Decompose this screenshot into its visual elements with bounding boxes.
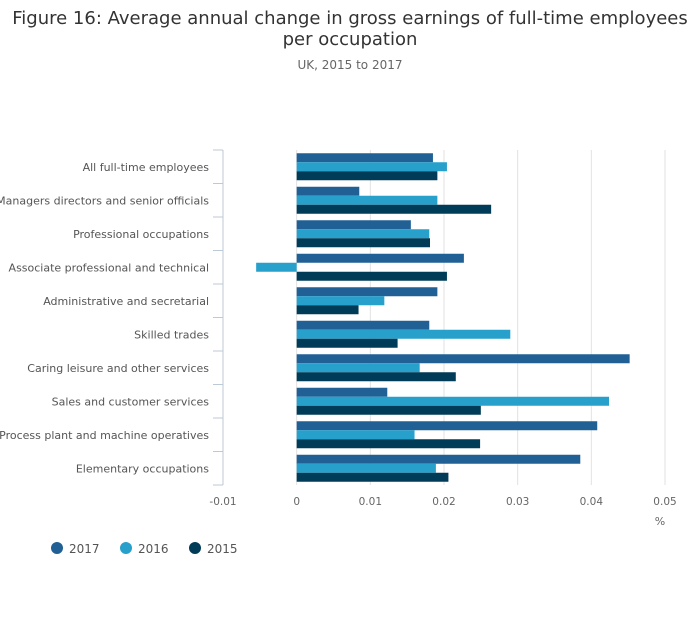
bar-2017-4 bbox=[296, 287, 438, 297]
bar-2016-9 bbox=[296, 463, 436, 473]
category-label-7: Sales and customer services bbox=[52, 395, 210, 408]
bar-2015-9 bbox=[296, 472, 449, 482]
bar-2016-6 bbox=[296, 363, 420, 373]
legend: 2017 2016 2015 bbox=[51, 542, 238, 556]
bar-2016-1 bbox=[296, 195, 438, 205]
x-tick-label-3: 0.02 bbox=[432, 496, 455, 508]
category-label-5: Skilled trades bbox=[134, 328, 209, 341]
chart-title-line-2: per occupation bbox=[283, 29, 418, 50]
bar-2015-8 bbox=[296, 439, 481, 449]
bar-2017-6 bbox=[296, 354, 630, 364]
bar-2016-5 bbox=[296, 329, 511, 339]
bar-2015-2 bbox=[296, 238, 431, 248]
bar-2015-5 bbox=[296, 338, 398, 348]
bar-2017-9 bbox=[296, 454, 581, 464]
bar-2015-3 bbox=[296, 271, 447, 281]
category-label-2: Professional occupations bbox=[73, 228, 209, 241]
bar-2015-7 bbox=[296, 405, 481, 415]
y-axis bbox=[213, 149, 224, 486]
bar-2016-7 bbox=[296, 396, 610, 406]
bar-2016-0 bbox=[296, 162, 447, 172]
category-labels: All full-time employees Managers director… bbox=[0, 161, 209, 476]
bar-2015-4 bbox=[296, 305, 359, 315]
x-tick-label-5: 0.04 bbox=[580, 496, 604, 508]
x-tick-label-4: 0.03 bbox=[506, 496, 529, 508]
x-tick-label-0: -0.01 bbox=[209, 496, 236, 508]
bar-2016-3 bbox=[256, 262, 297, 272]
bar-2017-3 bbox=[296, 253, 464, 263]
bar-2017-2 bbox=[296, 220, 411, 230]
legend-label-2017: 2017 bbox=[69, 542, 100, 556]
legend-marker-2017 bbox=[51, 542, 63, 554]
bar-2017-8 bbox=[296, 421, 598, 431]
category-label-6: Caring leisure and other services bbox=[27, 362, 209, 375]
category-label-0: All full-time employees bbox=[83, 161, 210, 174]
x-tick-label-6: 0.05 bbox=[653, 496, 676, 508]
legend-marker-2015 bbox=[189, 542, 201, 554]
category-label-9: Elementary occupations bbox=[76, 462, 209, 475]
bar-2017-5 bbox=[296, 320, 430, 330]
bar-2015-6 bbox=[296, 372, 456, 382]
chart-title-line-1: Figure 16: Average annual change in gros… bbox=[12, 8, 688, 29]
bar-2016-4 bbox=[296, 296, 385, 306]
x-tick-label-2: 0.01 bbox=[359, 496, 382, 508]
category-label-4: Administrative and secretarial bbox=[43, 295, 209, 308]
bar-2016-8 bbox=[296, 430, 415, 440]
bar-2015-0 bbox=[296, 171, 438, 181]
bar-2017-7 bbox=[296, 387, 388, 397]
legend-marker-2016 bbox=[120, 542, 132, 554]
bar-2016-2 bbox=[296, 229, 430, 239]
bar-2015-1 bbox=[296, 204, 492, 214]
category-label-3: Associate professional and technical bbox=[9, 261, 209, 274]
x-axis-unit-label: % bbox=[655, 515, 665, 528]
bar-2017-0 bbox=[296, 153, 433, 163]
bar-2017-1 bbox=[296, 186, 360, 196]
legend-label-2015: 2015 bbox=[207, 542, 238, 556]
category-label-1: Managers directors and senior officials bbox=[0, 194, 209, 207]
legend-label-2016: 2016 bbox=[138, 542, 169, 556]
x-tick-labels: -0.01 0 0.01 0.02 0.03 0.04 0.05 bbox=[209, 496, 676, 508]
chart-subtitle: UK, 2015 to 2017 bbox=[297, 58, 402, 72]
x-tick-label-1: 0 bbox=[293, 496, 300, 508]
category-label-8: Process plant and machine operatives bbox=[0, 429, 209, 442]
bars bbox=[256, 153, 630, 482]
